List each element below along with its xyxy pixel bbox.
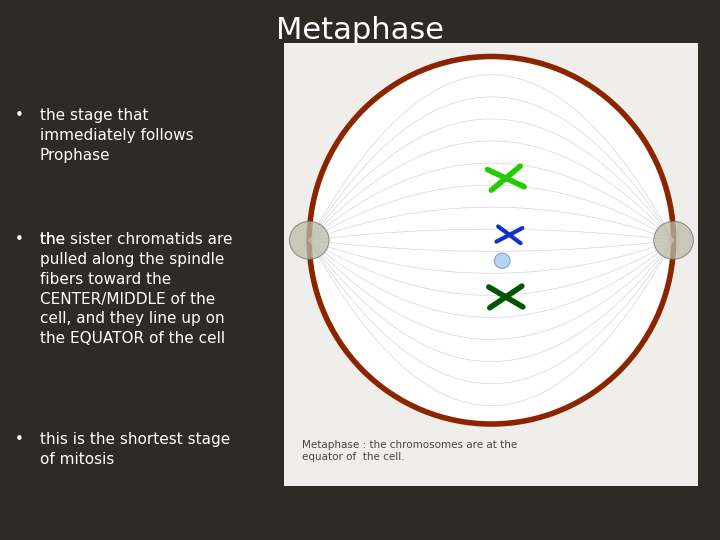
Bar bbox=[284, 43, 698, 486]
Ellipse shape bbox=[289, 221, 329, 259]
Text: •: • bbox=[14, 108, 23, 123]
Text: Metaphase: Metaphase bbox=[276, 16, 444, 45]
Text: •: • bbox=[14, 432, 23, 447]
Ellipse shape bbox=[494, 253, 510, 268]
Text: the sister chromatids are
pulled along the spindle
fibers toward the
CENTER/MIDD: the sister chromatids are pulled along t… bbox=[40, 232, 232, 346]
Ellipse shape bbox=[654, 221, 693, 259]
Text: the ​sister chromatids: the ​sister chromatids bbox=[40, 232, 202, 247]
Text: the stage that
immediately follows
Prophase: the stage that immediately follows Proph… bbox=[40, 108, 193, 163]
Ellipse shape bbox=[310, 57, 674, 424]
Text: this is the shortest stage
of mitosis: this is the shortest stage of mitosis bbox=[40, 432, 230, 467]
Text: the: the bbox=[40, 232, 70, 247]
Text: •: • bbox=[14, 232, 23, 247]
Text: Metaphase : the chromosomes are at the
equator of  the cell.: Metaphase : the chromosomes are at the e… bbox=[302, 440, 518, 462]
